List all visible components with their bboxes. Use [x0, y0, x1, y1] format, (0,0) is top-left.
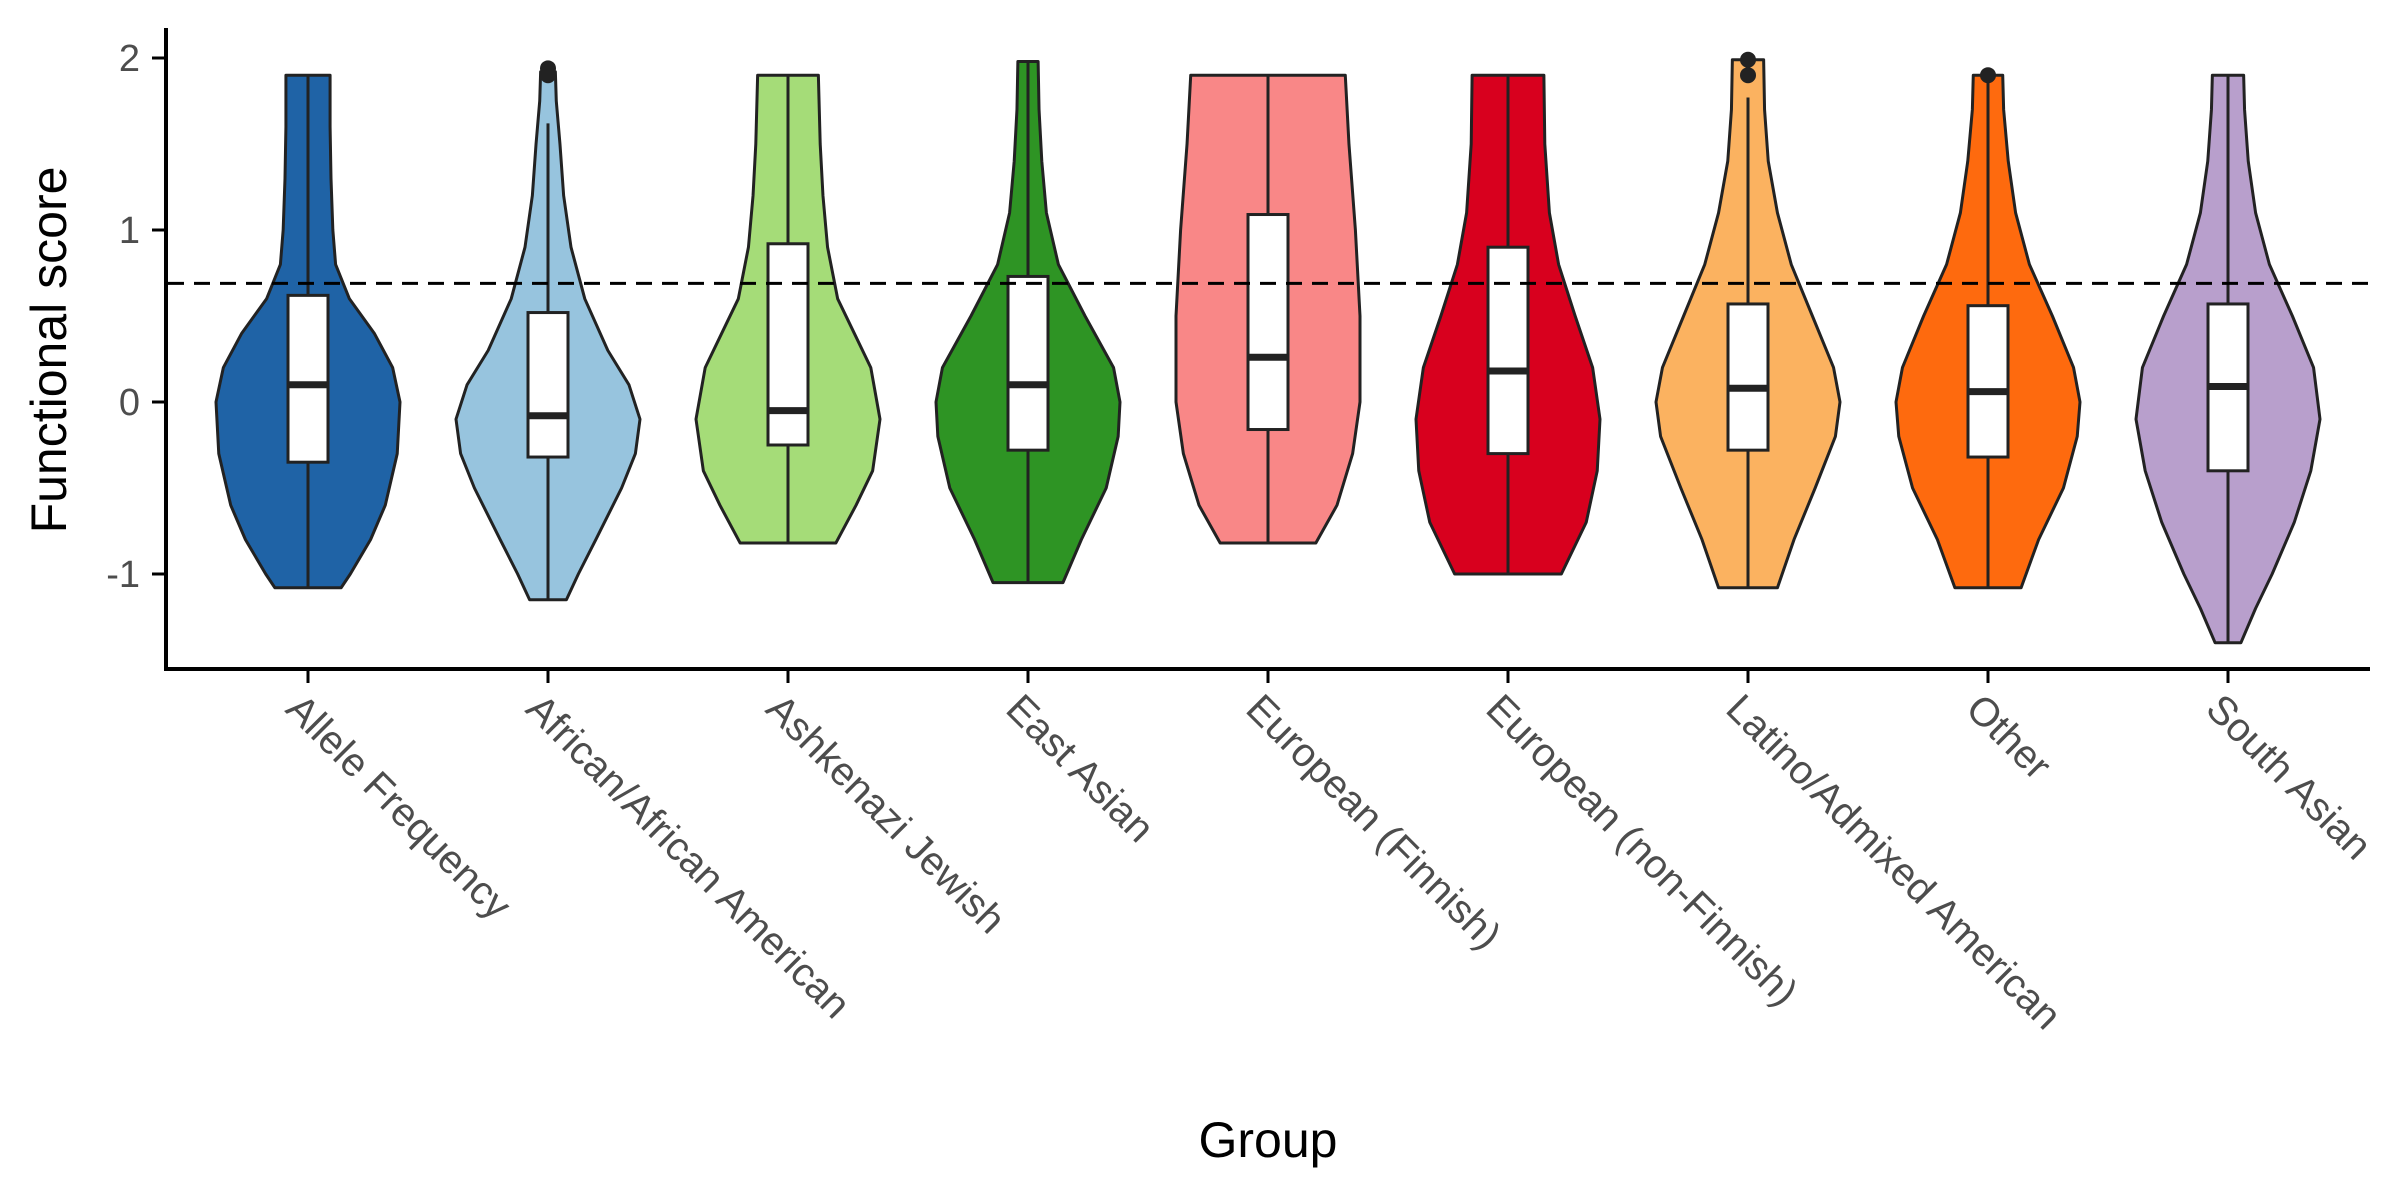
box [1726, 302, 1770, 452]
x-tick-label: Ashkenazi Jewish [758, 686, 1014, 942]
y-tick-label: -1 [106, 554, 140, 596]
violin-group [2134, 73, 2322, 645]
y-axis-title: Functional score [21, 167, 77, 534]
outlier-point [1980, 67, 1996, 84]
box [1486, 245, 1530, 456]
violin-group [454, 60, 642, 602]
y-tick-label: 1 [119, 210, 140, 252]
box [1246, 213, 1290, 432]
violin-group [214, 73, 402, 590]
y-tick-label: 2 [119, 38, 140, 80]
box [286, 293, 330, 464]
box [766, 242, 810, 447]
violin-group [1894, 67, 2082, 590]
x-tick-label: South Asian [2198, 686, 2380, 868]
y-tick-label: 0 [119, 382, 140, 424]
violin-layer [214, 51, 2322, 645]
outlier-point [1740, 51, 1756, 68]
x-tick-label: East Asian [998, 686, 1163, 851]
violin-group [934, 59, 1122, 585]
outlier-point [540, 60, 556, 77]
outlier-point [1740, 67, 1756, 84]
box [1006, 274, 1050, 452]
x-tick-label: European (Finnish) [1238, 686, 1510, 958]
box [1966, 304, 2010, 459]
violin-group [1174, 73, 1362, 545]
violin-group [694, 73, 882, 545]
x-tick-label: Other [1958, 686, 2060, 788]
x-tick-label: Allele Frequency [278, 686, 520, 928]
x-axis-title: Group [1199, 1112, 1338, 1168]
violin-group [1414, 73, 1602, 576]
box [526, 311, 570, 459]
y-axis: -1 0 1 2 [106, 28, 168, 669]
violin-group [1654, 51, 1842, 590]
